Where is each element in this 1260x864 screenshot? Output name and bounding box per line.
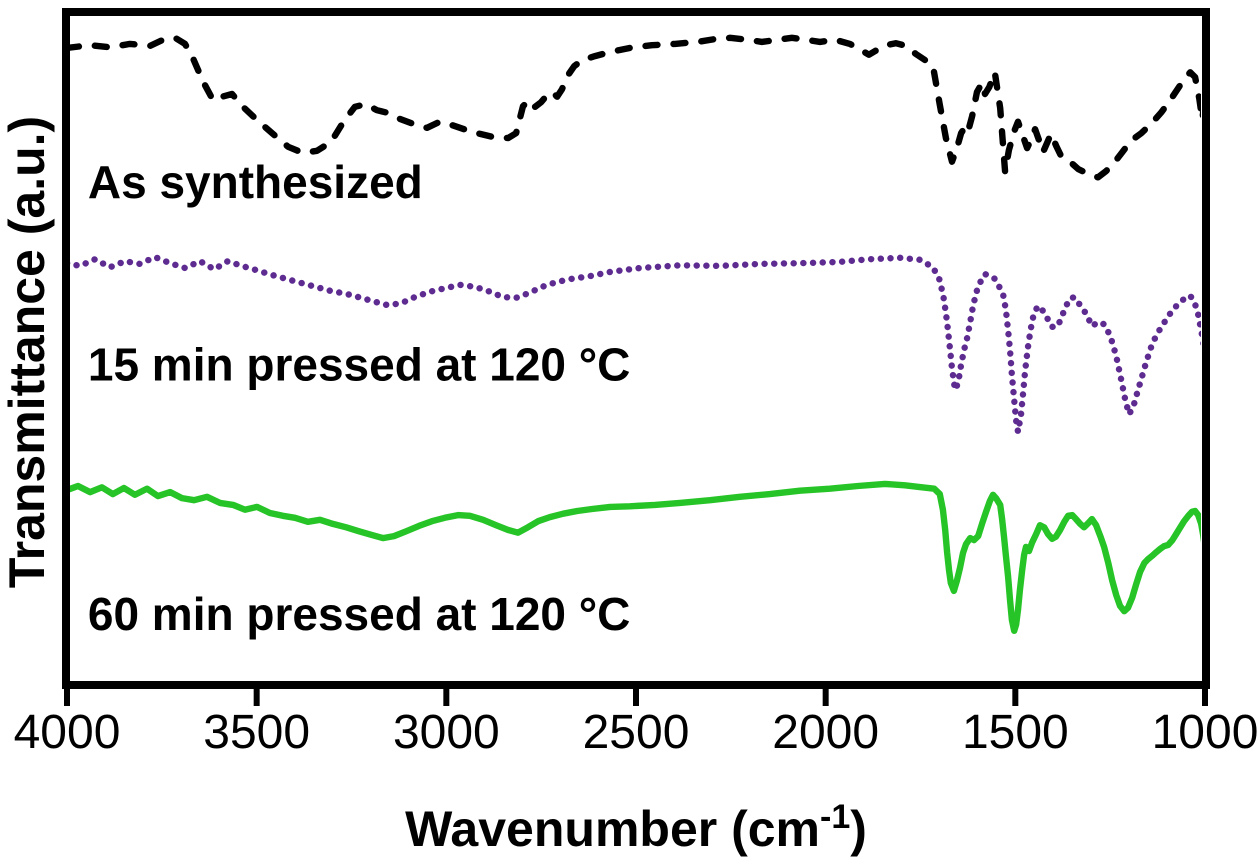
x-tick-label: 1000 xyxy=(1152,706,1259,759)
x-tick-label: 3500 xyxy=(203,706,310,759)
spectrum-pressed-15-min xyxy=(70,253,1201,435)
x-tick-label: 4000 xyxy=(14,706,121,759)
spectrum-pressed-60-min xyxy=(70,480,1201,634)
label-pressed-15-min: 15 min pressed at 120 °C xyxy=(88,338,631,390)
spectrum-as-synthesized xyxy=(70,34,1201,181)
label-pressed-60-min: 60 min pressed at 120 °C xyxy=(88,588,631,640)
x-tick-label: 2500 xyxy=(583,706,690,759)
plot-frame xyxy=(62,8,1210,689)
label-as-synthesized: As synthesized xyxy=(88,156,423,208)
x-tick-label: 2000 xyxy=(772,706,879,759)
x-tick-label: 3000 xyxy=(393,706,500,759)
x-tick-label: 1500 xyxy=(962,706,1069,759)
x-axis-title: Wavenumber (cm-1) xyxy=(405,798,867,857)
y-axis-title: Transmittance (a.u.) xyxy=(0,116,55,588)
